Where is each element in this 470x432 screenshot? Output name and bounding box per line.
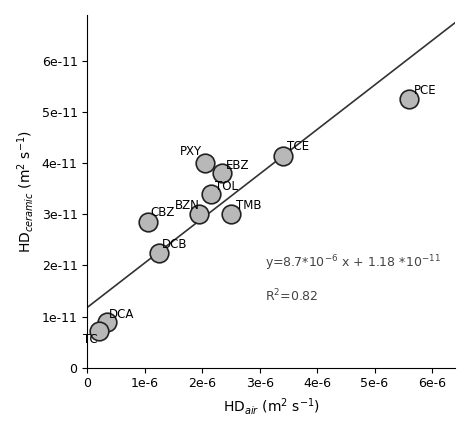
Point — [279, 152, 286, 159]
Y-axis label: HD$_{ceramic}$ (m$^{2}$ s$^{-1}$): HD$_{ceramic}$ (m$^{2}$ s$^{-1}$) — [15, 130, 36, 253]
Point — [207, 191, 215, 197]
Text: BZN: BZN — [175, 199, 199, 212]
Point — [196, 211, 203, 218]
Text: TCE: TCE — [287, 140, 309, 153]
Text: DCA: DCA — [109, 308, 134, 321]
X-axis label: HD$_{air}$ (m$^{2}$ s$^{-1}$): HD$_{air}$ (m$^{2}$ s$^{-1}$) — [223, 396, 320, 417]
Text: EBZ: EBZ — [227, 159, 250, 172]
Text: DCB: DCB — [162, 238, 188, 251]
Point — [201, 160, 209, 167]
Point — [227, 211, 235, 218]
Text: TOL: TOL — [215, 180, 238, 193]
Text: y=8.7*10$^{-6}$ x + 1.18 *10$^{-11}$: y=8.7*10$^{-6}$ x + 1.18 *10$^{-11}$ — [266, 254, 441, 273]
Point — [219, 170, 226, 177]
Text: TC: TC — [83, 333, 98, 346]
Point — [144, 219, 151, 226]
Point — [95, 327, 102, 334]
Text: TMB: TMB — [235, 199, 261, 212]
Text: R$^{2}$=0.82: R$^{2}$=0.82 — [266, 287, 319, 304]
Point — [103, 318, 111, 325]
Point — [405, 96, 413, 103]
Point — [156, 249, 163, 256]
Text: PXY: PXY — [180, 145, 203, 158]
Text: PCE: PCE — [414, 84, 436, 97]
Text: CBZ: CBZ — [150, 206, 175, 219]
